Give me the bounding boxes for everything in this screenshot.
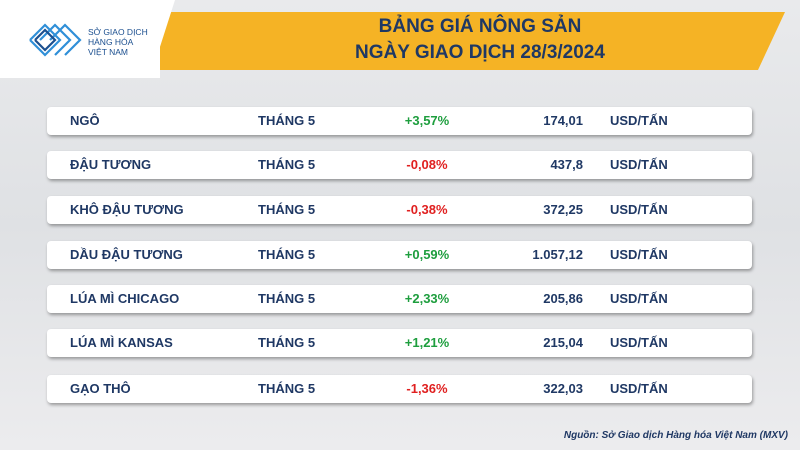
- table-row: GẠO THÔ THÁNG 5 -1,36% 322,03 USD/TẤN: [47, 375, 752, 403]
- price: 372,25: [543, 202, 583, 217]
- contract-month: THÁNG 5: [258, 113, 316, 128]
- product: DẦU ĐẬU TƯƠNG: [70, 247, 183, 262]
- change: +3,57%: [404, 113, 450, 128]
- price: 1.057,12: [532, 247, 583, 262]
- title-band: [150, 12, 785, 70]
- price: 437,8: [550, 157, 583, 172]
- contract-month: THÁNG 5: [258, 247, 316, 262]
- change: +2,33%: [404, 291, 450, 306]
- change: -0,08%: [406, 157, 448, 172]
- title: NGÀY GIAO DỊCH 28/3/2024: [355, 42, 605, 63]
- title: BẢNG GIÁ NÔNG SẢN: [378, 16, 582, 37]
- table-row: DẦU ĐẬU TƯƠNG THÁNG 5 +0,59% 1.057,12 USD/TẤ…: [47, 241, 752, 269]
- table-row: ĐẬU TƯƠNG THÁNG 5 -0,08% 437,8 USD/TẤN: [47, 151, 752, 179]
- product: ĐẬU TƯƠNG: [70, 157, 152, 172]
- unit: USD/TẤN: [610, 381, 668, 396]
- unit: USD/TẤN: [610, 335, 668, 350]
- change: -1,36%: [406, 381, 448, 396]
- logo-text: SỞ GIAO DỊCH: [88, 27, 148, 37]
- price: 174,01: [543, 113, 583, 128]
- logo-text: HÀNG HÓA: [88, 37, 134, 47]
- product: NGÔ: [70, 113, 100, 128]
- price: 205,86: [543, 291, 583, 306]
- logo-text: VIỆT NAM: [88, 47, 128, 57]
- table-row: KHÔ ĐẬU TƯƠNG THÁNG 5 -0,38% 372,25 USD/TẤN: [47, 196, 752, 224]
- product: LÚA MÌ KANSAS: [70, 335, 173, 350]
- change: +1,21%: [404, 335, 450, 350]
- contract-month: THÁNG 5: [258, 291, 316, 306]
- unit: USD/TẤN: [610, 202, 668, 217]
- product: LÚA MÌ CHICAGO: [70, 291, 180, 306]
- price: 322,03: [543, 381, 583, 396]
- contract-month: THÁNG 5: [258, 202, 316, 217]
- source: Nguồn: Sở Giao dịch Hàng hóa Việt Nam (M…: [563, 430, 788, 441]
- product: GẠO THÔ: [70, 381, 131, 396]
- table-row: LÚA MÌ CHICAGO THÁNG 5 +2,33% 205,86 USD/TẤN: [47, 285, 752, 313]
- unit: USD/TẤN: [610, 247, 668, 262]
- contract-month: THÁNG 5: [258, 381, 316, 396]
- logo-edge: [140, 0, 175, 78]
- logo-mark: [29, 23, 82, 57]
- product: KHÔ ĐẬU TƯƠNG: [70, 202, 184, 217]
- table-row: NGÔ THÁNG 5 +3,57% 174,01 USD/TẤN: [47, 107, 752, 135]
- contract-month: THÁNG 5: [258, 335, 316, 350]
- price: 215,04: [543, 335, 583, 350]
- table-row: LÚA MÌ KANSAS THÁNG 5 +1,21% 215,04 USD/TẤN: [47, 329, 752, 357]
- change: +0,59%: [404, 247, 450, 262]
- unit: USD/TẤN: [610, 291, 668, 306]
- banner: [0, 0, 785, 78]
- unit: USD/TẤN: [610, 113, 668, 128]
- unit: USD/TẤN: [610, 157, 668, 172]
- contract-month: THÁNG 5: [258, 157, 316, 172]
- change: -0,38%: [406, 202, 448, 217]
